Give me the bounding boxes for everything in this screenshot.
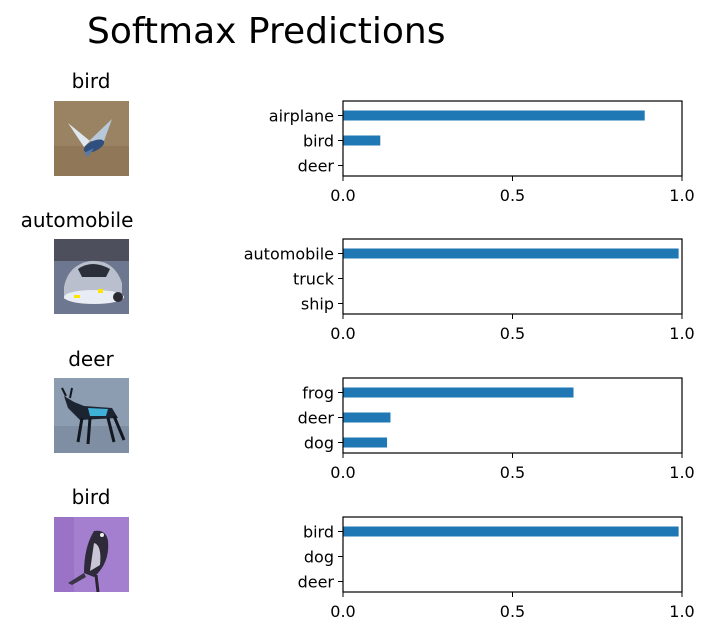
image-label-1: bird [71, 69, 111, 93]
x-tick-label-3-2: 0.5 [500, 463, 525, 482]
category-label-1-1: airplane [269, 107, 334, 126]
category-label-2-2: truck [293, 270, 335, 289]
bar-3-3 [343, 437, 388, 448]
x-tick-label-4-3: 1.0 [669, 602, 694, 621]
x-tick-label-1-2: 0.5 [500, 186, 525, 205]
bar-1-2 [343, 135, 381, 146]
deer-photo-icon [54, 378, 129, 453]
category-label-2-1: automobile [244, 245, 334, 264]
x-tick-label-4-2: 0.5 [500, 602, 525, 621]
bar-3-2 [343, 412, 391, 423]
x-tick-label-1-3: 1.0 [669, 186, 694, 205]
x-tick-label-3-3: 1.0 [669, 463, 694, 482]
category-label-1-3: deer [298, 157, 335, 176]
x-tick-label-2-3: 1.0 [669, 324, 694, 343]
bar-4-1 [343, 526, 679, 537]
category-label-3-2: deer [298, 409, 335, 428]
category-label-3-3: dog [304, 434, 334, 453]
category-label-3-1: frog [302, 384, 334, 403]
bar-1-1 [343, 110, 645, 121]
x-tick-label-1-1: 0.0 [330, 186, 355, 205]
perched-bird-photo-icon [54, 517, 129, 592]
image-label-2: automobile [20, 208, 134, 232]
x-tick-label-3-1: 0.0 [330, 463, 355, 482]
image-label-4: bird [71, 485, 111, 509]
car-photo-icon [54, 239, 129, 314]
bird-photo-icon [54, 101, 129, 176]
bar-3-1 [343, 387, 574, 398]
category-label-1-2: bird [303, 132, 334, 151]
x-tick-label-4-1: 0.0 [330, 602, 355, 621]
category-label-4-3: deer [298, 573, 335, 592]
category-label-4-1: bird [303, 523, 334, 542]
x-tick-label-2-1: 0.0 [330, 324, 355, 343]
category-label-2-3: ship [301, 295, 334, 314]
bar-2-1 [343, 248, 679, 259]
x-tick-label-2-2: 0.5 [500, 324, 525, 343]
figure-title: Softmax Predictions [87, 11, 446, 52]
image-label-3: deer [68, 347, 114, 371]
category-label-4-2: dog [304, 548, 334, 567]
